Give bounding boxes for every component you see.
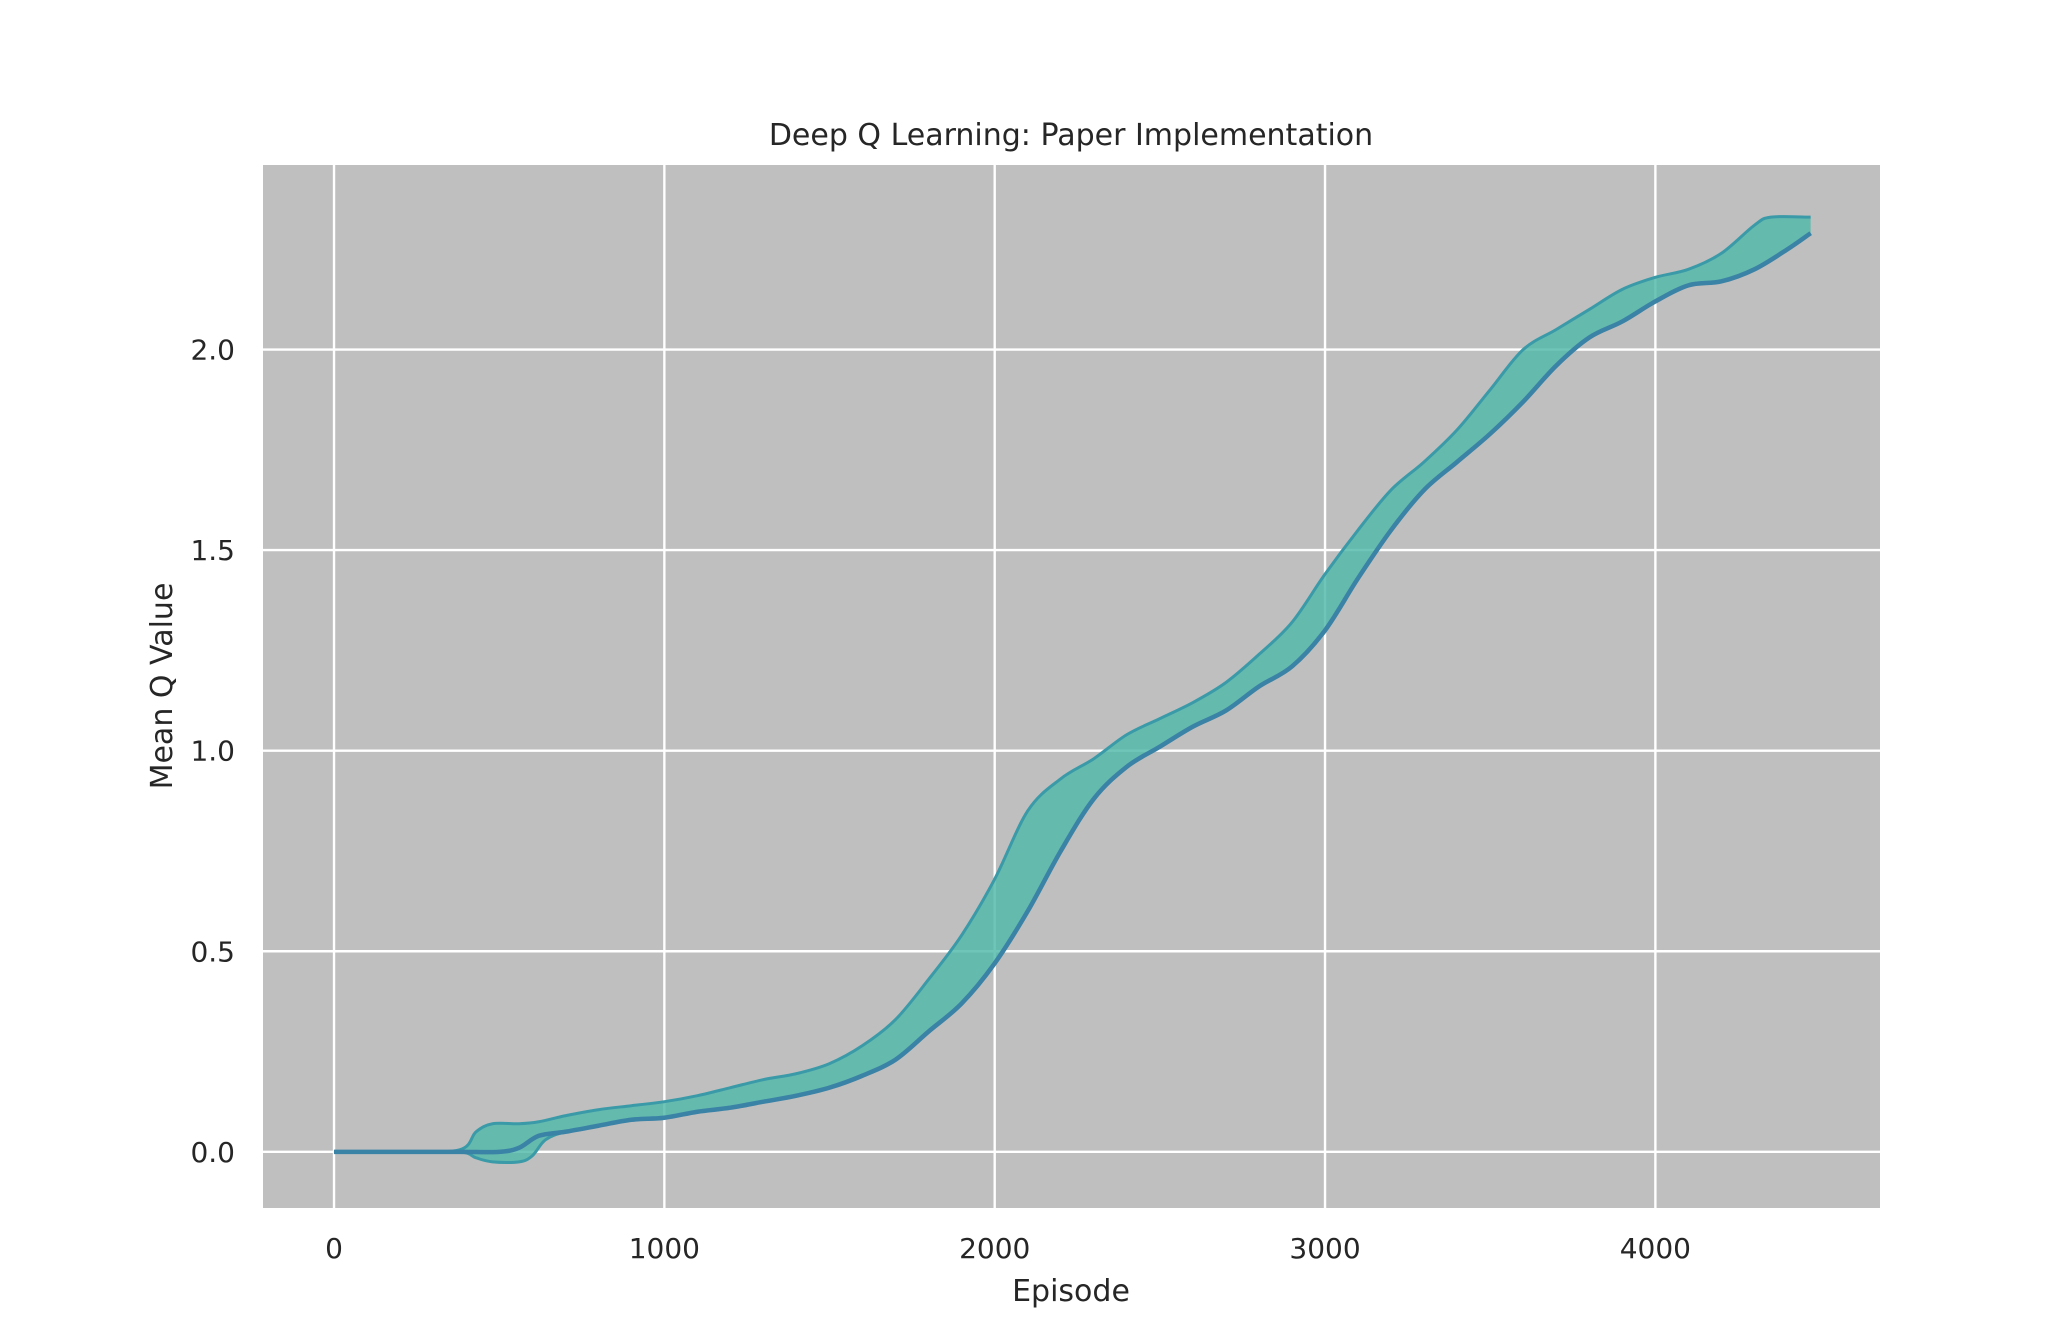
- y-axis-label: Mean Q Value: [145, 583, 180, 790]
- x-tick-label: 4000: [1620, 1232, 1691, 1265]
- chart-title: Deep Q Learning: Paper Implementation: [769, 118, 1373, 153]
- y-tick-label: 1.0: [190, 735, 235, 768]
- mean-q-line: [334, 231, 1812, 1155]
- series-layer: [334, 215, 1812, 1164]
- y-tick-label: 2.0: [190, 334, 235, 367]
- y-tick-labels: 0.0 0.5 1.0 1.5 2.0: [190, 334, 235, 1169]
- plot-area: [263, 165, 1880, 1208]
- band-upper-edge: [334, 215, 1811, 1154]
- x-tick-labels: 0 1000 2000 3000 4000: [325, 1232, 1691, 1265]
- x-axis-label: Episode: [1012, 1274, 1130, 1309]
- x-tick-label: 2000: [959, 1232, 1030, 1265]
- y-tick-label: 0.5: [190, 935, 235, 968]
- grid: [263, 165, 1880, 1208]
- y-tick-label: 1.5: [190, 534, 235, 567]
- x-tick-label: 0: [325, 1232, 343, 1265]
- y-tick-label: 0.0: [190, 1136, 235, 1169]
- x-tick-label: 3000: [1289, 1232, 1360, 1265]
- confidence-band: [334, 216, 1811, 1163]
- x-tick-label: 1000: [629, 1232, 700, 1265]
